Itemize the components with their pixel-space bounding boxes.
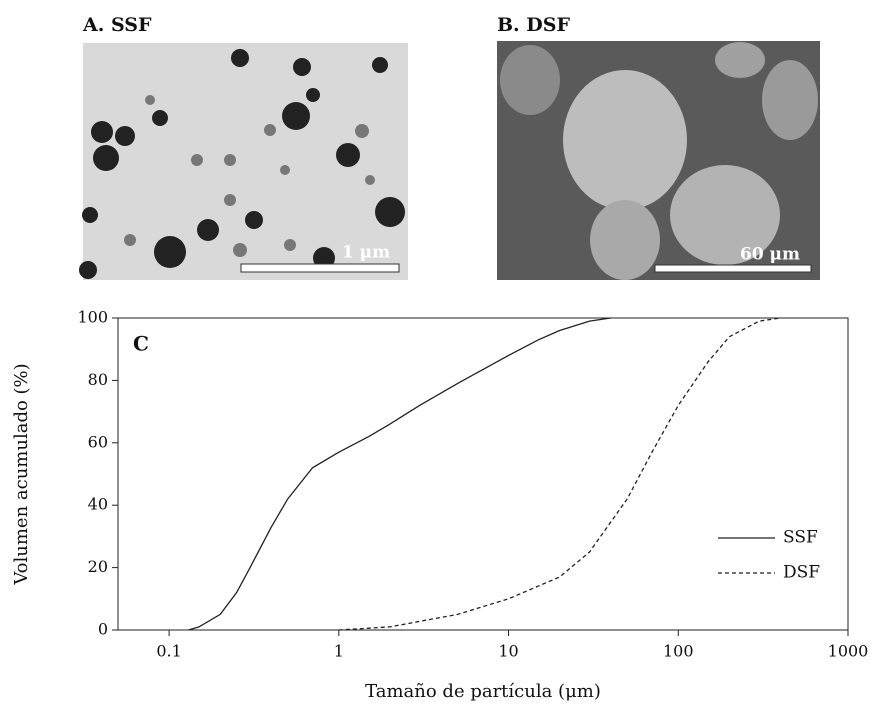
scale-label: 60 μm — [740, 245, 800, 265]
plot-frame — [117, 317, 849, 631]
micrograph-a: 1 μm — [79, 43, 408, 280]
y-tick-label: 60 — [88, 432, 108, 451]
x-tick-label: 1000 — [828, 642, 869, 661]
micrograph-b: 60 μm — [497, 41, 820, 280]
x-tick-label: 100 — [663, 642, 694, 661]
line — [188, 317, 611, 631]
x-tick-label: 0.1 — [156, 642, 181, 661]
legend-label: DSF — [783, 563, 820, 583]
x-tick-label: 1 — [334, 642, 344, 661]
scale-label: 1 μm — [342, 243, 390, 263]
panel-label: A. SSF — [82, 14, 152, 36]
x-tick-label: 10 — [498, 642, 518, 661]
y-tick-label: 80 — [88, 370, 108, 389]
legend-label: SSF — [783, 528, 818, 548]
y-axis-label: Volumen acumulado (%) — [11, 363, 32, 585]
y-tick-label: 100 — [77, 308, 108, 327]
annotation: C — [133, 332, 149, 356]
x-axis-label: Tamaño de partícula (μm) — [365, 681, 601, 702]
y-tick-label: 40 — [88, 495, 108, 514]
y-tick-label: 0 — [98, 620, 108, 639]
panel-label: B. DSF — [497, 14, 570, 36]
line — [338, 317, 781, 631]
y-tick-label: 20 — [88, 557, 108, 576]
